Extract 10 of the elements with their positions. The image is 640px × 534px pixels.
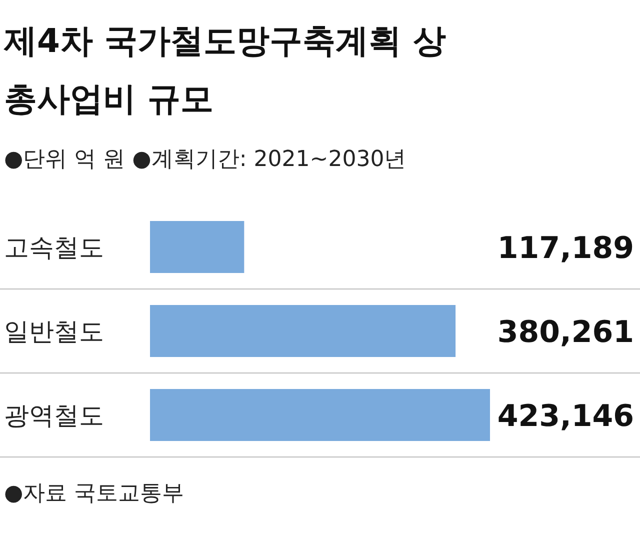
annotation: ●자료 국토교통부	[4, 481, 184, 506]
value-label: 117,189	[497, 231, 634, 266]
value-label: 423,146	[497, 399, 634, 434]
title: 제4차 국가철도망구축계획 상	[4, 21, 446, 60]
title: 총사업비 규모	[4, 79, 214, 118]
category-label: 고속철도	[4, 233, 104, 262]
category-label: 광역철도	[4, 401, 104, 430]
subtitle: ●단위 억 원 ●계획기간: 2021~2030년	[4, 147, 406, 172]
category-label: 일반철도	[4, 317, 104, 346]
value-label: 380,261	[497, 315, 634, 350]
